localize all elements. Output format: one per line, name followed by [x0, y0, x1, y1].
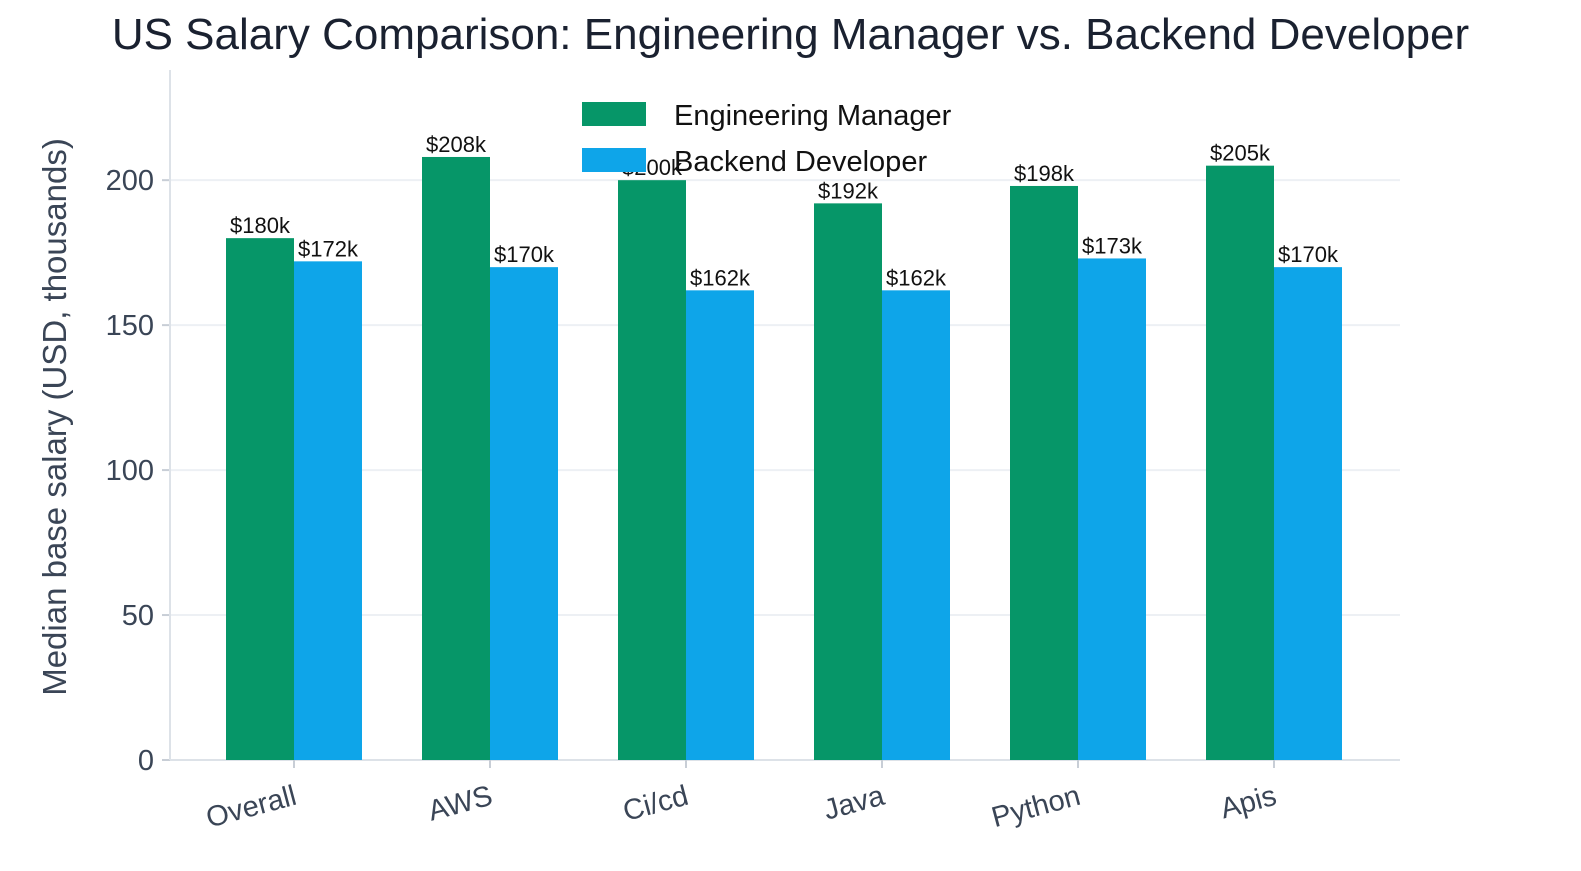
- bar-backend-developer: [294, 261, 362, 760]
- bar-engineering-manager: [814, 203, 882, 761]
- legend-label-engineering-manager: Engineering Manager: [674, 100, 952, 132]
- data-label: $170k: [494, 242, 555, 267]
- chart-title: US Salary Comparison: Engineering Manage…: [111, 10, 1470, 59]
- data-label: $162k: [886, 265, 947, 290]
- data-label: $180k: [230, 213, 291, 238]
- x-tick-label: Apis: [1217, 780, 1280, 826]
- x-tick-labels: Overall AWS Ci/cd Java Python Apis: [203, 780, 1280, 835]
- axes: [162, 70, 1400, 768]
- y-tick-label: 50: [122, 600, 154, 632]
- bar-engineering-manager: [618, 180, 686, 760]
- bar-backend-developer: [686, 290, 754, 760]
- legend-swatch-backend-developer: [582, 148, 646, 172]
- bar-backend-developer: [882, 290, 950, 760]
- bar-backend-developer: [490, 267, 558, 760]
- bar-backend-developer: [1078, 258, 1146, 760]
- y-tick-label: 150: [106, 310, 154, 342]
- data-label: $172k: [298, 236, 359, 261]
- data-labels: $180k$172k$208k$170k$200k$162k$192k$162k…: [230, 132, 1339, 290]
- legend: Engineering Manager Backend Developer: [582, 100, 952, 178]
- y-tick-label: 0: [138, 745, 154, 777]
- y-axis-label: Median base salary (USD, thousands): [36, 138, 73, 696]
- data-label: $205k: [1210, 141, 1271, 166]
- x-tick-label: Python: [988, 780, 1084, 834]
- bar-engineering-manager: [1206, 165, 1274, 761]
- gridlines: [170, 179, 1400, 617]
- x-tick-label: Java: [820, 780, 888, 827]
- data-label: $198k: [1014, 161, 1075, 186]
- legend-label-backend-developer: Backend Developer: [674, 146, 927, 178]
- bar-engineering-manager: [226, 238, 294, 761]
- data-label: $208k: [426, 132, 487, 157]
- bars: [226, 156, 1342, 761]
- y-tick-labels: 0 50 100 150 200: [106, 165, 154, 777]
- bar-engineering-manager: [422, 156, 490, 760]
- bar-engineering-manager: [1010, 185, 1078, 761]
- data-label: $192k: [818, 178, 879, 203]
- bar-backend-developer: [1274, 267, 1342, 760]
- x-tick-label: AWS: [425, 780, 496, 828]
- y-tick-label: 200: [106, 165, 154, 197]
- data-label: $162k: [690, 265, 751, 290]
- legend-swatch-engineering-manager: [582, 102, 646, 126]
- y-tick-label: 100: [106, 455, 154, 487]
- x-tick-label: Overall: [203, 780, 300, 835]
- data-label: $173k: [1082, 233, 1143, 258]
- data-label: $170k: [1278, 242, 1339, 267]
- x-tick-label: Ci/cd: [620, 780, 692, 828]
